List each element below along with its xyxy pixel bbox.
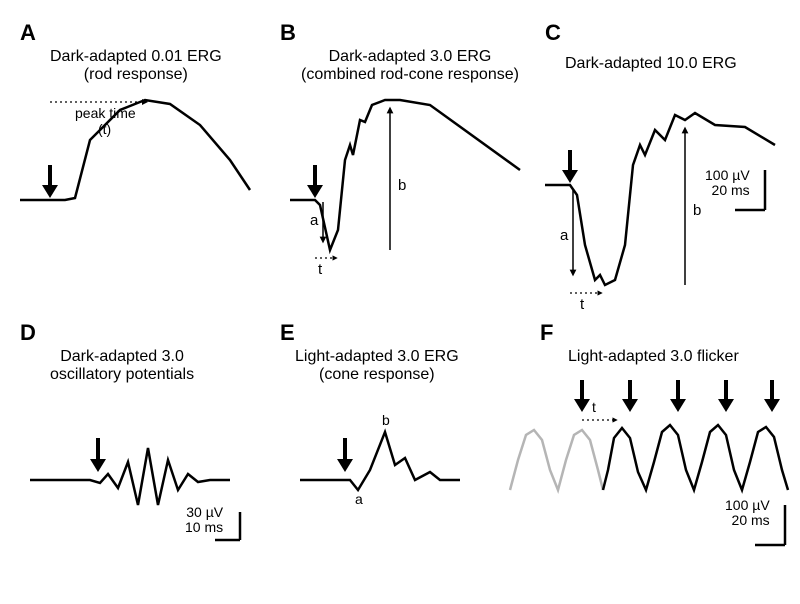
a-label-b: a — [310, 212, 319, 229]
panel-f: F Light-adapted 3.0 flicker t — [510, 320, 800, 590]
flash-arrow-f-0 — [574, 380, 590, 412]
flicker-black — [603, 425, 788, 490]
panel-e: E Light-adapted 3.0 ERG (cone response) … — [280, 320, 510, 590]
panel-f-title1: Light-adapted 3.0 flicker — [568, 348, 739, 365]
scale-f-h: 20 ms — [732, 512, 770, 528]
flash-arrow-c — [562, 150, 578, 183]
b-label-c: b — [693, 202, 701, 219]
panel-e-title1: Light-adapted 3.0 ERG — [295, 348, 459, 365]
scale-c-v: 100 µV — [705, 167, 750, 183]
panel-d-title: Dark-adapted 3.0 oscillatory potentials — [50, 348, 194, 384]
panel-c: C Dark-adapted 10.0 ERG a t b — [545, 20, 795, 285]
flash-arrow-a — [42, 165, 58, 198]
flash-arrow-b — [307, 165, 323, 198]
flash-arrow-f-4 — [764, 380, 780, 412]
panel-e-svg: a b — [300, 400, 500, 540]
scale-d-v: 30 µV — [186, 504, 223, 520]
a-label-c: a — [560, 227, 569, 244]
a-label-e: a — [355, 491, 363, 507]
panel-e-title2: (cone response) — [319, 366, 435, 383]
b-label-b: b — [398, 177, 406, 194]
panel-f-title: Light-adapted 3.0 flicker — [568, 348, 739, 366]
flicker-gray — [510, 430, 603, 490]
panel-d-svg — [30, 420, 260, 570]
scale-c-h: 20 ms — [712, 182, 750, 198]
panel-e-title: Light-adapted 3.0 ERG (cone response) — [295, 348, 459, 384]
panel-a-svg: peak time (t) — [20, 90, 260, 290]
trace-c — [545, 113, 775, 285]
flash-arrow-f-3 — [718, 380, 734, 412]
panel-a-title1: Dark-adapted 0.01 ERG — [50, 48, 222, 65]
t-label-b: t — [318, 261, 323, 278]
panel-letter-d: D — [20, 320, 36, 346]
panel-a: A Dark-adapted 0.01 ERG (rod response) p… — [20, 20, 265, 285]
b-label-e: b — [382, 412, 390, 428]
panel-d: D Dark-adapted 3.0 oscillatory potential… — [20, 320, 265, 590]
panel-letter-e: E — [280, 320, 295, 346]
scale-text-c: 100 µV 20 ms — [705, 168, 750, 199]
panel-d-title1: Dark-adapted 3.0 — [60, 348, 184, 365]
flash-arrow-f-2 — [670, 380, 686, 412]
panel-c-title: Dark-adapted 10.0 ERG — [565, 55, 737, 73]
scale-f-v: 100 µV — [725, 497, 770, 513]
scale-text-f: 100 µV 20 ms — [725, 498, 770, 529]
panel-b-svg: a t b — [290, 80, 540, 300]
panel-letter-a: A — [20, 20, 36, 46]
erg-figure: { "layout": { "width": 800, "height": 60… — [0, 0, 800, 604]
panel-letter-f: F — [540, 320, 553, 346]
flash-arrow-f-1 — [622, 380, 638, 412]
t-label-c: t — [580, 296, 585, 313]
t-label-f: t — [592, 399, 596, 415]
flash-arrow-e — [337, 438, 353, 472]
trace-b — [290, 100, 520, 250]
panel-d-title2: oscillatory potentials — [50, 366, 194, 383]
scale-d-h: 10 ms — [185, 519, 223, 535]
flash-arrow-d — [90, 438, 106, 472]
scale-text-d: 30 µV 10 ms — [185, 505, 223, 536]
panel-b: B Dark-adapted 3.0 ERG (combined rod-con… — [280, 20, 540, 285]
panel-a-title: Dark-adapted 0.01 ERG (rod response) — [50, 48, 222, 84]
panel-a-title2: (rod response) — [84, 66, 188, 83]
panel-c-title1: Dark-adapted 10.0 ERG — [565, 55, 737, 72]
panel-letter-b: B — [280, 20, 296, 46]
trace-d — [30, 448, 230, 505]
panel-c-svg: a t b — [545, 75, 795, 315]
trace-e — [300, 432, 460, 490]
panel-b-title: Dark-adapted 3.0 ERG (combined rod-cone … — [280, 48, 540, 84]
panel-letter-c: C — [545, 20, 561, 46]
panel-b-title1: Dark-adapted 3.0 ERG — [329, 48, 492, 65]
